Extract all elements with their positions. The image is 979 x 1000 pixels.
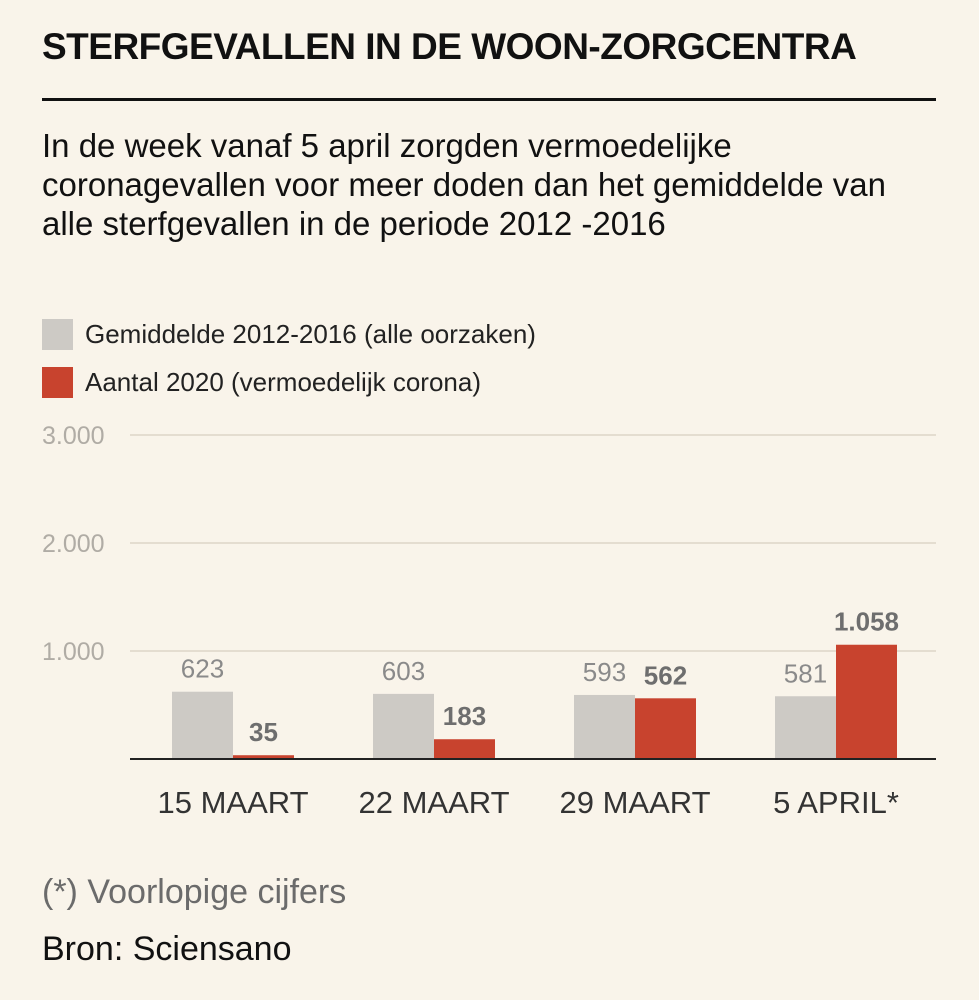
source-note: Bron: Sciensano (42, 930, 292, 968)
bar-average (574, 694, 635, 759)
y-tick-label: 1.000 (42, 638, 105, 666)
bar-chart: 1.000 2.000 3.000 623 35 15 MAART 603 183 22 MAA… (42, 422, 936, 820)
bar-average (373, 693, 434, 759)
bar-2020 (836, 644, 897, 759)
data-label-average: 603 (382, 656, 425, 686)
legend-swatch-2020 (42, 366, 73, 398)
bar-2020 (233, 755, 294, 759)
legend-label-average: Gemiddelde 2012-2016 (alle oorzaken) (85, 318, 536, 349)
data-label-2020: 35 (249, 717, 278, 747)
chart-legend: Gemiddelde 2012-2016 (alle oorzaken) Aan… (42, 316, 536, 412)
footnote: (*) Voorlopige cijfers (42, 873, 347, 911)
legend-item-2020: Aantal 2020 (vermoedelijk corona) (42, 364, 536, 400)
bar-2020 (434, 739, 495, 759)
legend-swatch-average (42, 318, 73, 350)
y-tick-label: 2.000 (42, 530, 105, 558)
legend-item-average: Gemiddelde 2012-2016 (alle oorzaken) (42, 316, 536, 352)
x-category-label: 15 MAART (157, 785, 308, 820)
bar-2020 (635, 698, 696, 759)
data-label-average: 623 (181, 654, 224, 684)
x-category-label: 5 APRIL* (773, 785, 899, 820)
data-label-average: 581 (784, 658, 827, 688)
data-label-2020: 1.058 (834, 607, 899, 637)
data-label-2020: 183 (443, 701, 486, 731)
chart-subtitle: In de week vanaf 5 april zorgden vermoed… (42, 127, 886, 242)
bar-average (172, 691, 233, 759)
chart-title: STERFGEVALLEN IN DE WOON-ZORGCENTRA (42, 26, 857, 67)
bar-average (775, 696, 836, 759)
x-category-label: 22 MAART (358, 785, 509, 820)
title-divider (42, 98, 936, 101)
x-category-label: 29 MAART (559, 785, 710, 820)
data-label-2020: 562 (644, 660, 687, 690)
y-tick-label: 3.000 (42, 422, 105, 450)
legend-label-2020: Aantal 2020 (vermoedelijk corona) (85, 366, 481, 397)
data-label-average: 593 (583, 657, 626, 687)
